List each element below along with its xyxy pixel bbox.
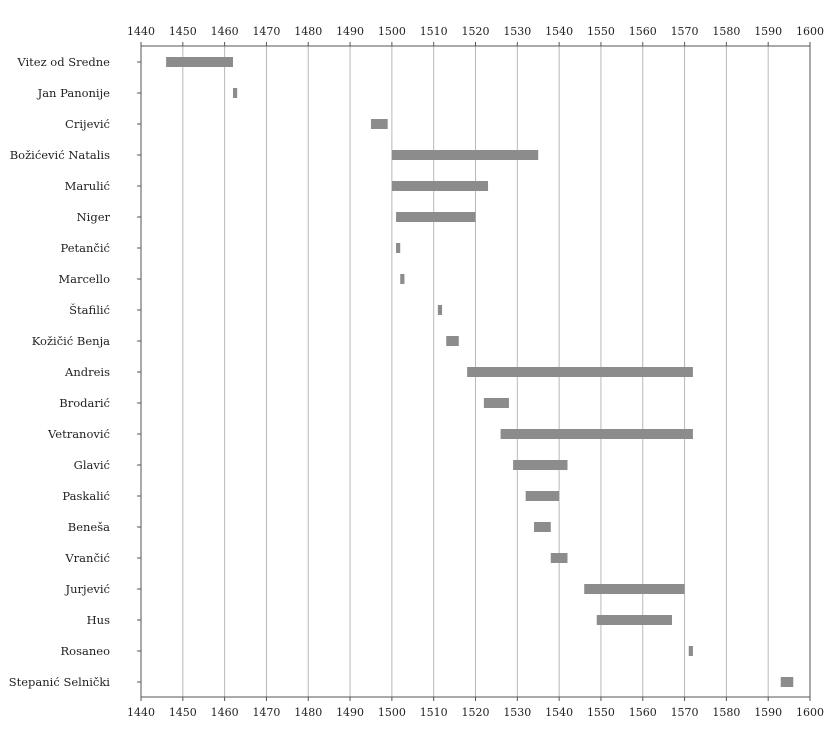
bar [596, 615, 673, 625]
bar [400, 274, 405, 284]
bar [437, 305, 443, 315]
bar [584, 584, 685, 594]
category-label: Crijević [65, 117, 110, 131]
category-labels: Vitez od Sredne Jan Panonije Crijević Božić… [9, 55, 141, 689]
bar [550, 553, 568, 563]
bottom-tick-label: 1450 [169, 706, 197, 719]
bottom-tick-label: 1590 [754, 706, 782, 719]
bottom-tick-label: 1490 [336, 706, 364, 719]
bottom-tick-label: 1580 [712, 706, 740, 719]
top-tick-label: 1480 [294, 25, 322, 38]
top-tick-label: 1570 [671, 25, 699, 38]
category-label: Glavić [74, 458, 110, 472]
category-label: Andreis [64, 365, 110, 379]
top-tick-label: 1500 [378, 25, 406, 38]
top-tick-label: 1590 [754, 25, 782, 38]
top-x-axis: 1440 1450 1460 1470 1480 1490 1500 1510 1520 1530… [127, 25, 824, 46]
bar [391, 181, 489, 191]
top-tick-label: 1470 [252, 25, 280, 38]
bar [534, 522, 551, 532]
bar [483, 398, 509, 408]
bottom-tick-label: 1470 [252, 706, 280, 719]
category-label: Vitez od Sredne [16, 55, 110, 69]
top-tick-label: 1460 [211, 25, 239, 38]
top-tick-label: 1550 [587, 25, 615, 38]
category-label: Petančić [61, 241, 110, 255]
category-label: Marulić [65, 179, 110, 193]
plot-frame [140, 45, 811, 698]
top-tick-label: 1600 [796, 25, 824, 38]
category-label: Marcello [58, 272, 110, 286]
bottom-tick-label: 1600 [796, 706, 824, 719]
bottom-tick-label: 1550 [587, 706, 615, 719]
category-label: Stepanić Selnički [9, 675, 111, 689]
top-tick-label: 1440 [127, 25, 155, 38]
bar [467, 367, 693, 377]
bottom-tick-label: 1540 [545, 706, 573, 719]
bottom-tick-label: 1570 [671, 706, 699, 719]
bottom-tick-label: 1500 [378, 706, 406, 719]
bar [500, 429, 693, 439]
category-label: Paskalić [62, 489, 110, 503]
bottom-tick-label: 1560 [629, 706, 657, 719]
category-label: Vetranović [47, 427, 110, 441]
bar [370, 119, 388, 129]
category-label: Vrančić [64, 551, 110, 565]
category-label: Brodarić [59, 396, 110, 410]
top-tick-label: 1540 [545, 25, 573, 38]
top-tick-label: 1510 [420, 25, 448, 38]
category-label: Božićević Natalis [10, 148, 110, 162]
bar [396, 243, 401, 253]
bar [688, 646, 693, 656]
bottom-tick-label: 1440 [127, 706, 155, 719]
category-label: Hus [87, 613, 110, 627]
top-tick-label: 1580 [712, 25, 740, 38]
bar [446, 336, 459, 346]
bottom-tick-label: 1520 [462, 706, 490, 719]
bottom-tick-label: 1480 [294, 706, 322, 719]
top-tick-label: 1530 [503, 25, 531, 38]
bottom-tick-label: 1530 [503, 706, 531, 719]
category-label: Niger [77, 210, 111, 224]
top-tick-label: 1520 [462, 25, 490, 38]
category-label: Kožičić Benja [32, 334, 110, 348]
bar [525, 491, 560, 501]
bar [396, 212, 476, 222]
category-label: Jan Panonije [37, 86, 111, 100]
category-label: Štafilić [69, 303, 110, 317]
bar [166, 57, 233, 67]
bottom-x-axis: 1440 1450 1460 1470 1480 1490 1500 1510 1520 1530… [127, 697, 824, 719]
bar [513, 460, 568, 470]
bars [166, 57, 794, 687]
bar [232, 88, 238, 98]
category-label: Jurjević [64, 582, 110, 596]
bar [780, 677, 794, 687]
category-label: Rosaneo [61, 644, 111, 658]
top-tick-label: 1450 [169, 25, 197, 38]
top-tick-label: 1490 [336, 25, 364, 38]
bottom-tick-label: 1510 [420, 706, 448, 719]
bar [391, 150, 539, 160]
category-label: Beneša [68, 520, 110, 534]
top-tick-label: 1560 [629, 25, 657, 38]
bottom-tick-label: 1460 [211, 706, 239, 719]
